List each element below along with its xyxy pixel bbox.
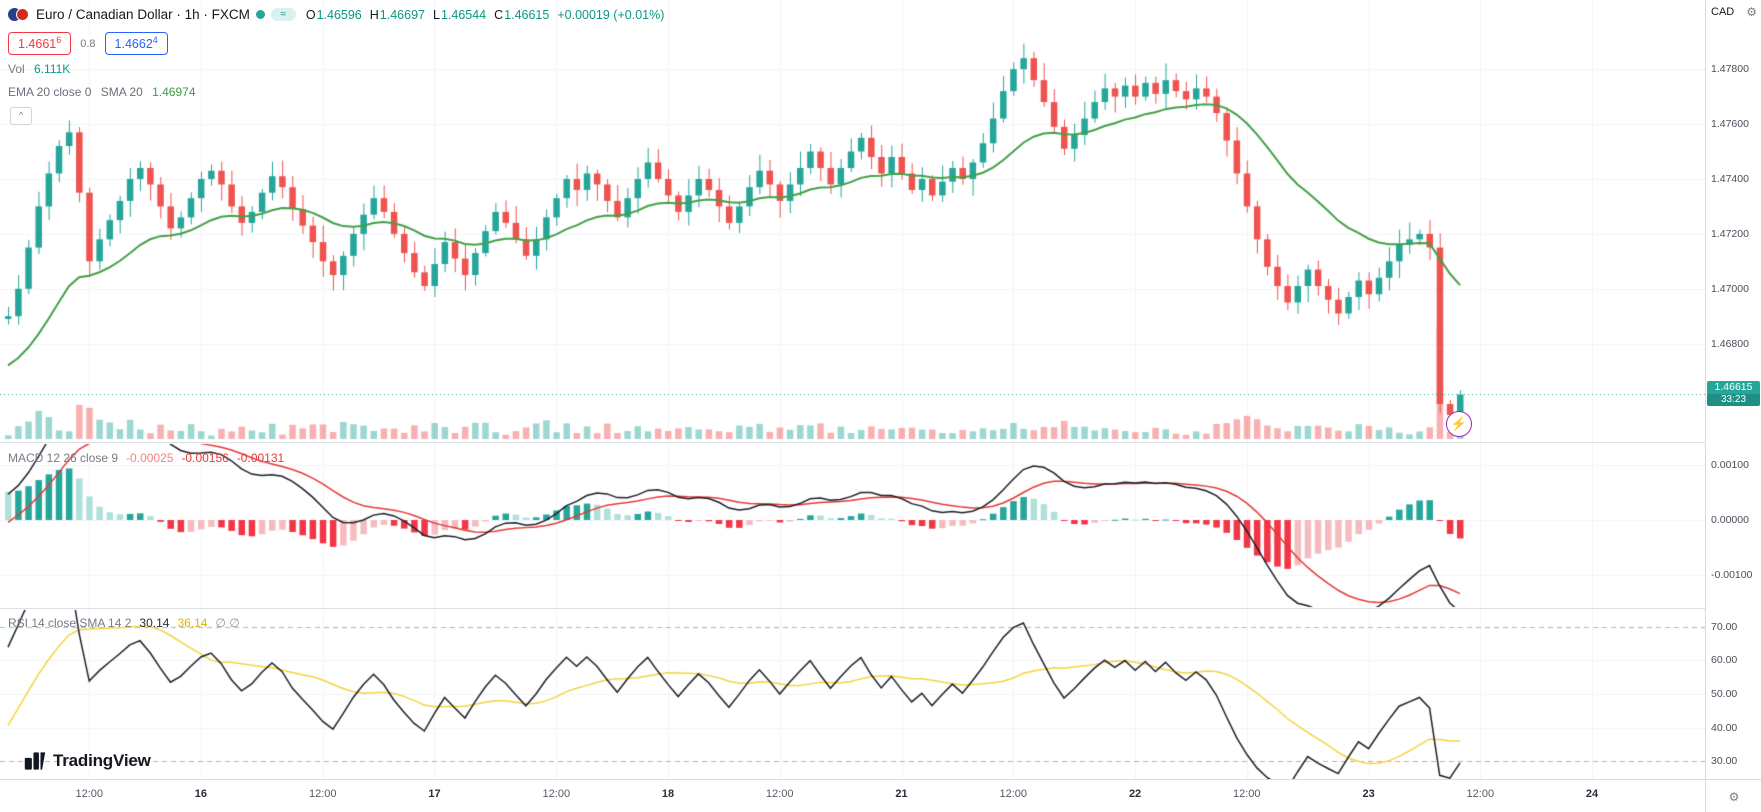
- high-label: H: [369, 7, 379, 22]
- macd-legend[interactable]: MACD 12 26 close 9 -0.00025 -0.00156 -0.…: [8, 451, 284, 465]
- time-axis-label: 17: [428, 788, 441, 800]
- price-axis-label: 60.00: [1711, 654, 1738, 667]
- time-axis-label: 12:00: [1233, 788, 1261, 800]
- price-axis[interactable]: CAD ⚙ 1.47800 1.47600 1.47400 1.47200 1.4700…: [1705, 0, 1761, 779]
- time-axis-label: 24: [1585, 788, 1599, 800]
- time-axis[interactable]: 12:00 16 12:00 17 12:00 18 12:00 21 12:00 22 12:00…: [0, 779, 1705, 812]
- high-value: 1.46697: [379, 7, 425, 22]
- time-axis-label: 16: [194, 788, 208, 800]
- rsi-legend[interactable]: RSI 14 close SMA 14 2 30.14 36.14 ∅ ∅: [8, 616, 240, 630]
- price-axis-label: 0.00000: [1711, 514, 1749, 526]
- price-axis-label: 1.47000: [1711, 282, 1749, 295]
- price-chart-canvas[interactable]: [0, 0, 1705, 779]
- tradingview-logo[interactable]: TradingView: [24, 750, 151, 772]
- price-axis-label: 1.47200: [1711, 227, 1749, 240]
- time-axis-label: 12:00: [999, 788, 1027, 800]
- price-axis-label: -0.00100: [1711, 569, 1753, 581]
- price-axis-label: 50.00: [1711, 688, 1738, 700]
- pane-separator[interactable]: [0, 442, 1761, 443]
- rsi-label: RSI 14 close SMA 14 2: [8, 616, 132, 630]
- ma-legend[interactable]: EMA 20 close 0 SMA 20 1.46974: [8, 85, 196, 99]
- bar-countdown: 33:23: [1707, 394, 1760, 407]
- price-axis-label: 40.00: [1711, 721, 1738, 734]
- tradingview-logo-icon: [24, 752, 46, 770]
- sell-bid-button[interactable]: 1.46616: [8, 32, 72, 56]
- price-axis-label: 1.47400: [1711, 172, 1749, 185]
- time-axis-label: 22: [1128, 788, 1142, 800]
- pane-separator[interactable]: [0, 608, 1761, 609]
- time-axis-label: 12:00: [75, 788, 103, 800]
- symbol-title[interactable]: Euro / Canadian Dollar · 1h · FXCM: [36, 7, 250, 22]
- rsi-extra-values: ∅ ∅: [215, 616, 240, 630]
- buy-ask-button[interactable]: 1.46624: [104, 32, 168, 56]
- last-price-badge: 1.46615 33:23: [1707, 381, 1760, 407]
- currency-label[interactable]: CAD: [1711, 6, 1735, 18]
- macd-line-value: -0.00156: [181, 451, 229, 465]
- collapse-legend-button[interactable]: ^: [10, 107, 32, 125]
- macd-label: MACD 12 26 close 9: [8, 451, 119, 465]
- sma-label: SMA 20: [100, 85, 143, 99]
- delayed-data-icon[interactable]: ≈: [270, 8, 296, 21]
- ema-value: 1.46974: [152, 85, 196, 99]
- time-axis-label: 21: [895, 788, 908, 800]
- market-status-icon[interactable]: [255, 10, 265, 19]
- time-axis-label: 18: [661, 788, 675, 800]
- volume-legend[interactable]: Vol 6.111K: [8, 62, 70, 76]
- last-price-value: 1.46615: [1707, 381, 1760, 395]
- time-axis-label: 12:00: [1466, 788, 1495, 800]
- macd-signal-value: -0.00131: [236, 451, 285, 465]
- lightning-icon[interactable]: ⚡: [1446, 411, 1472, 437]
- tradingview-logo-text: TradingView: [53, 751, 151, 770]
- price-axis-label: 1.46800: [1711, 337, 1749, 350]
- volume-value: 6.111K: [34, 62, 71, 76]
- low-label: L: [432, 7, 440, 22]
- price-axis-label: 1.47600: [1711, 118, 1749, 131]
- price-axis-label: 1.47800: [1711, 63, 1749, 76]
- time-axis-label: 12:00: [765, 788, 794, 800]
- open-label: O: [305, 7, 316, 22]
- low-value: 1.46544: [440, 7, 487, 22]
- price-axis-label: 0.00100: [1711, 459, 1749, 471]
- symbol-legend: Euro / Canadian Dollar · 1h · FXCM ≈ O1.…: [8, 7, 664, 22]
- close-label: C: [494, 7, 504, 22]
- rsi-value: 30.14: [139, 616, 170, 630]
- price-axis-label: 30.00: [1711, 755, 1738, 768]
- change-value: +0.00019 (+0.01%): [557, 7, 665, 22]
- volume-label: Vol: [8, 62, 25, 76]
- currency-row: CAD ⚙: [1706, 0, 1761, 24]
- rsi-sma-value: 36.14: [177, 616, 208, 630]
- quote-panel: 1.46616 0.8 1.46624: [8, 32, 168, 56]
- instrument-logo-icon: [8, 7, 30, 22]
- time-axis-label: 12:00: [309, 788, 337, 800]
- time-axis-label: 23: [1362, 788, 1375, 800]
- ohlc-values: O1.46596 H1.46697 L1.46544 C1.46615 +0.0…: [306, 8, 665, 22]
- time-axis-corner: ⚙: [1705, 779, 1761, 812]
- gear-icon[interactable]: ⚙: [1746, 5, 1757, 19]
- macd-hist-value: -0.00025: [126, 451, 174, 465]
- open-value: 1.46596: [316, 7, 362, 22]
- close-value: 1.46615: [504, 7, 550, 22]
- ema-label: EMA 20 close 0: [8, 85, 92, 99]
- time-axis-label: 12:00: [542, 788, 571, 800]
- spread-value: 0.8: [80, 37, 96, 50]
- gear-icon[interactable]: ⚙: [1728, 789, 1740, 804]
- price-axis-label: 70.00: [1711, 620, 1738, 633]
